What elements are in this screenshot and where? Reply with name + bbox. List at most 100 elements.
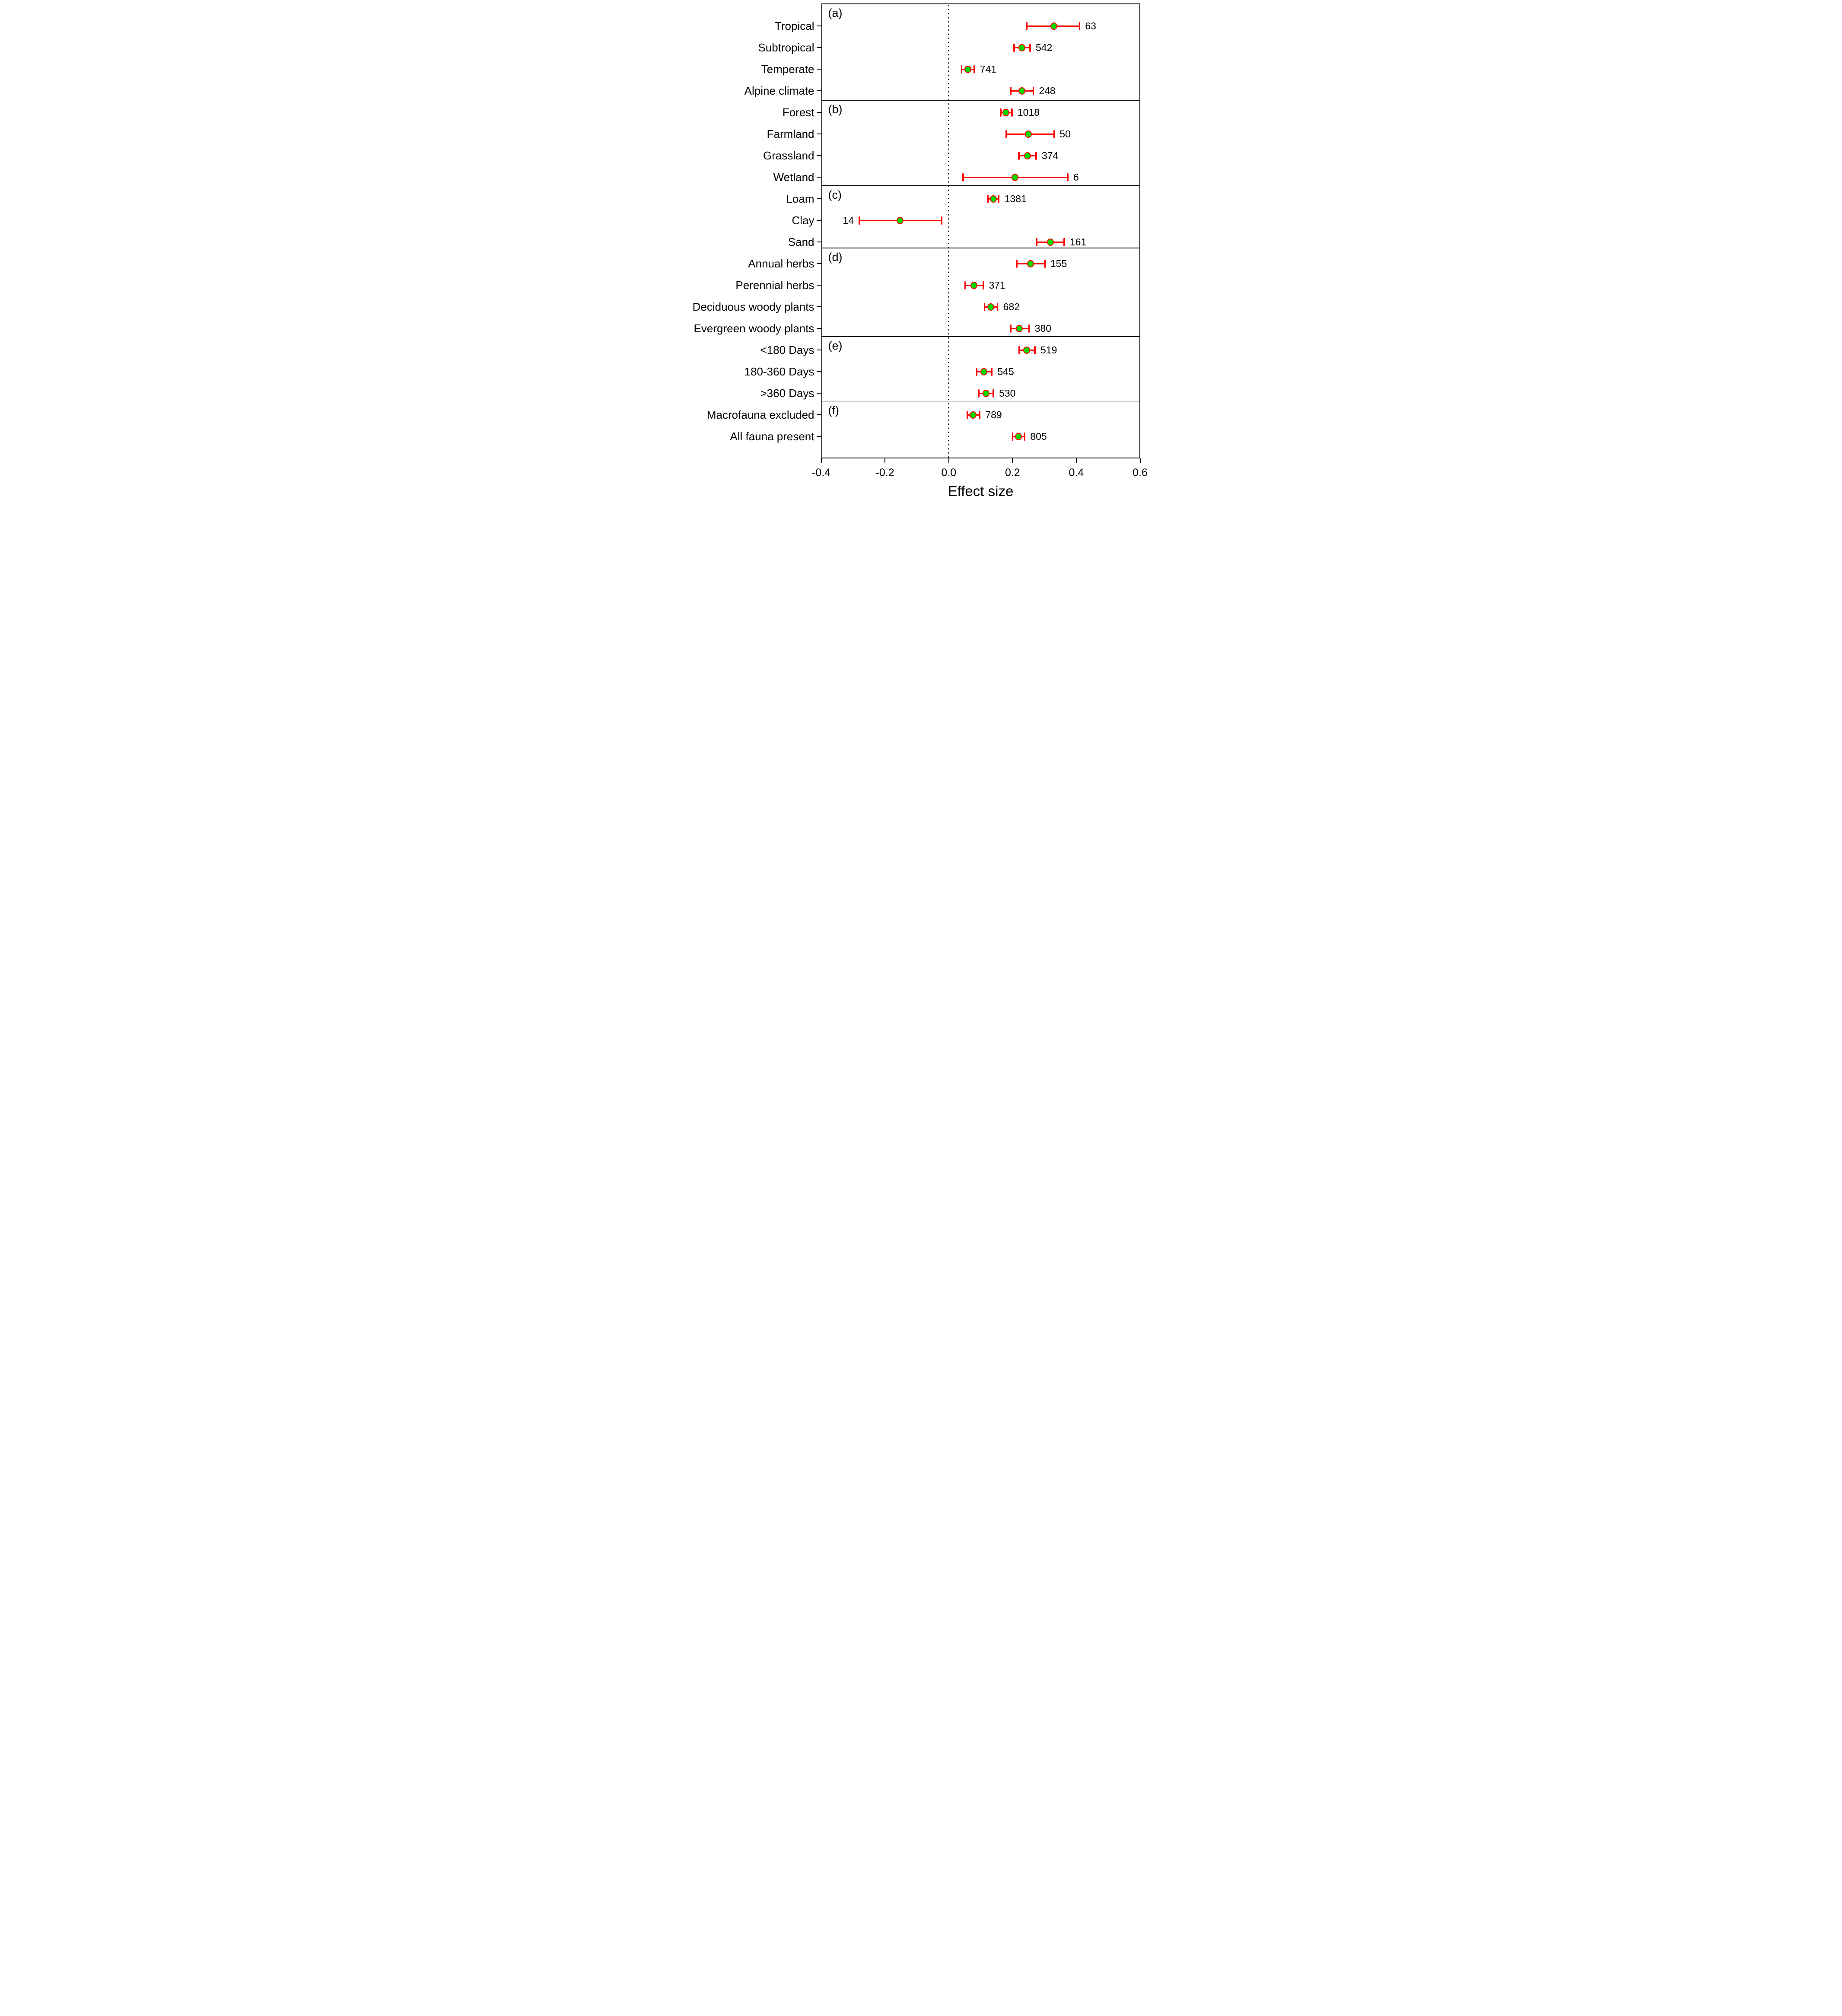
panel-letter: (a) — [828, 6, 843, 19]
category-label: All fauna present — [730, 430, 814, 443]
sample-size-label: 161 — [1069, 236, 1087, 248]
error-bar-cap-left — [962, 173, 964, 181]
category-label: Deciduous woody plants — [692, 300, 814, 314]
sample-size-label: 789 — [985, 409, 1002, 421]
category-label: Tropical — [774, 19, 814, 33]
mean-effect-marker — [1023, 346, 1031, 354]
error-bar-cap-left — [1018, 346, 1020, 354]
error-bar-cap-left — [1013, 43, 1015, 52]
error-bar-cap-right — [1078, 22, 1081, 30]
x-axis-tick-label: 0.0 — [941, 467, 957, 479]
error-bar-cap-right — [1024, 432, 1026, 441]
mean-effect-marker — [1016, 324, 1023, 332]
error-bar-cap-right — [1034, 346, 1036, 354]
sample-size-label: 248 — [1039, 85, 1056, 97]
error-bar-cap-right — [1011, 108, 1013, 117]
category-label: <180 Days — [760, 343, 814, 357]
mean-effect-marker — [1018, 87, 1026, 95]
panel-letter: (b) — [828, 103, 843, 116]
panel-letter: (f) — [828, 404, 839, 417]
mean-effect-marker — [1024, 152, 1031, 159]
mean-effect-marker — [1002, 108, 1010, 116]
mean-effect-marker — [989, 195, 997, 203]
x-axis-tick-label: -0.4 — [812, 467, 831, 479]
x-axis-tick — [948, 458, 949, 463]
category-label: Wetland — [773, 171, 814, 184]
y-axis-tick — [817, 112, 821, 113]
error-bar-cap-right — [979, 410, 981, 419]
category-label: Farmland — [767, 127, 814, 141]
category-label: Evergreen woody plants — [694, 322, 814, 335]
mean-effect-marker — [969, 411, 977, 419]
y-axis-tick — [817, 47, 821, 48]
mean-effect-marker — [980, 368, 988, 375]
category-label: Sand — [788, 235, 814, 249]
error-bar-cap-right — [982, 281, 984, 289]
zero-reference-line — [948, 3, 950, 458]
panel-divider — [821, 401, 1140, 402]
error-bar-cap-left — [1018, 151, 1020, 160]
error-bar-cap-right — [993, 389, 994, 397]
y-axis-tick — [817, 328, 821, 329]
error-bar-cap-left — [961, 65, 962, 73]
category-label: Perennial herbs — [735, 279, 814, 292]
mean-effect-marker — [987, 303, 994, 311]
mean-effect-marker — [970, 281, 977, 289]
sample-size-label: 519 — [1040, 344, 1057, 356]
sample-size-label: 805 — [1030, 431, 1047, 442]
error-bar-cap-left — [966, 410, 968, 419]
y-axis-tick — [817, 306, 821, 308]
sample-size-label: 371 — [989, 280, 1005, 291]
x-axis-tick-label: 0.6 — [1133, 467, 1148, 479]
error-bar-cap-left — [983, 302, 986, 311]
category-label: 180-360 Days — [744, 365, 814, 378]
x-axis-tick-label: -0.2 — [875, 467, 894, 479]
sample-size-label: 1381 — [1004, 193, 1027, 205]
error-bar-cap-right — [1067, 173, 1069, 181]
x-axis-title: Effect size — [948, 483, 1014, 499]
x-axis-tick — [821, 458, 822, 463]
error-bar-cap-right — [991, 367, 993, 376]
error-bar-cap-left — [1010, 324, 1012, 333]
category-label: Clay — [792, 214, 814, 227]
error-bar-cap-left — [1010, 86, 1012, 95]
category-label: >360 Days — [760, 387, 814, 400]
y-axis-tick — [817, 436, 821, 437]
error-bar-cap-right — [998, 194, 1000, 203]
y-axis-tick — [817, 371, 821, 372]
x-axis-tick — [1139, 458, 1141, 463]
error-bar-cap-right — [996, 302, 999, 311]
y-axis-tick — [817, 177, 821, 178]
sample-size-label: 63 — [1085, 20, 1096, 32]
sample-size-label: 741 — [980, 64, 997, 75]
category-label: Subtropical — [758, 41, 814, 54]
error-bar-cap-right — [1063, 238, 1065, 246]
mean-effect-marker — [1018, 44, 1026, 51]
x-axis-tick — [1012, 458, 1013, 463]
y-axis-tick — [817, 393, 821, 394]
error-bar-cap-left — [1016, 259, 1018, 268]
category-label: Loam — [786, 192, 814, 206]
panel-divider — [821, 185, 1140, 186]
sample-size-label: 14 — [843, 215, 854, 226]
y-axis-tick — [817, 263, 821, 264]
mean-effect-marker — [1027, 260, 1034, 267]
mean-effect-marker — [1012, 173, 1019, 181]
mean-effect-marker — [1047, 238, 1054, 246]
y-axis-tick — [817, 198, 821, 200]
sample-size-label: 545 — [997, 366, 1014, 378]
mean-effect-marker — [1050, 22, 1058, 30]
x-axis-tick-label: 0.2 — [1005, 467, 1020, 479]
error-bar-cap-right — [973, 65, 975, 73]
mean-effect-marker — [1025, 130, 1032, 138]
error-bar-cap-left — [1000, 108, 1002, 117]
error-bar-cap-left — [976, 367, 978, 376]
x-axis-tick — [1075, 458, 1077, 463]
y-axis-tick — [817, 155, 821, 156]
sample-size-label: 374 — [1041, 150, 1059, 162]
y-axis-tick — [817, 414, 821, 416]
error-bar-cap-left — [1036, 238, 1038, 246]
sample-size-label: 542 — [1035, 42, 1053, 54]
sample-size-label: 682 — [1003, 301, 1020, 313]
error-bar-cap-left — [1005, 130, 1007, 138]
